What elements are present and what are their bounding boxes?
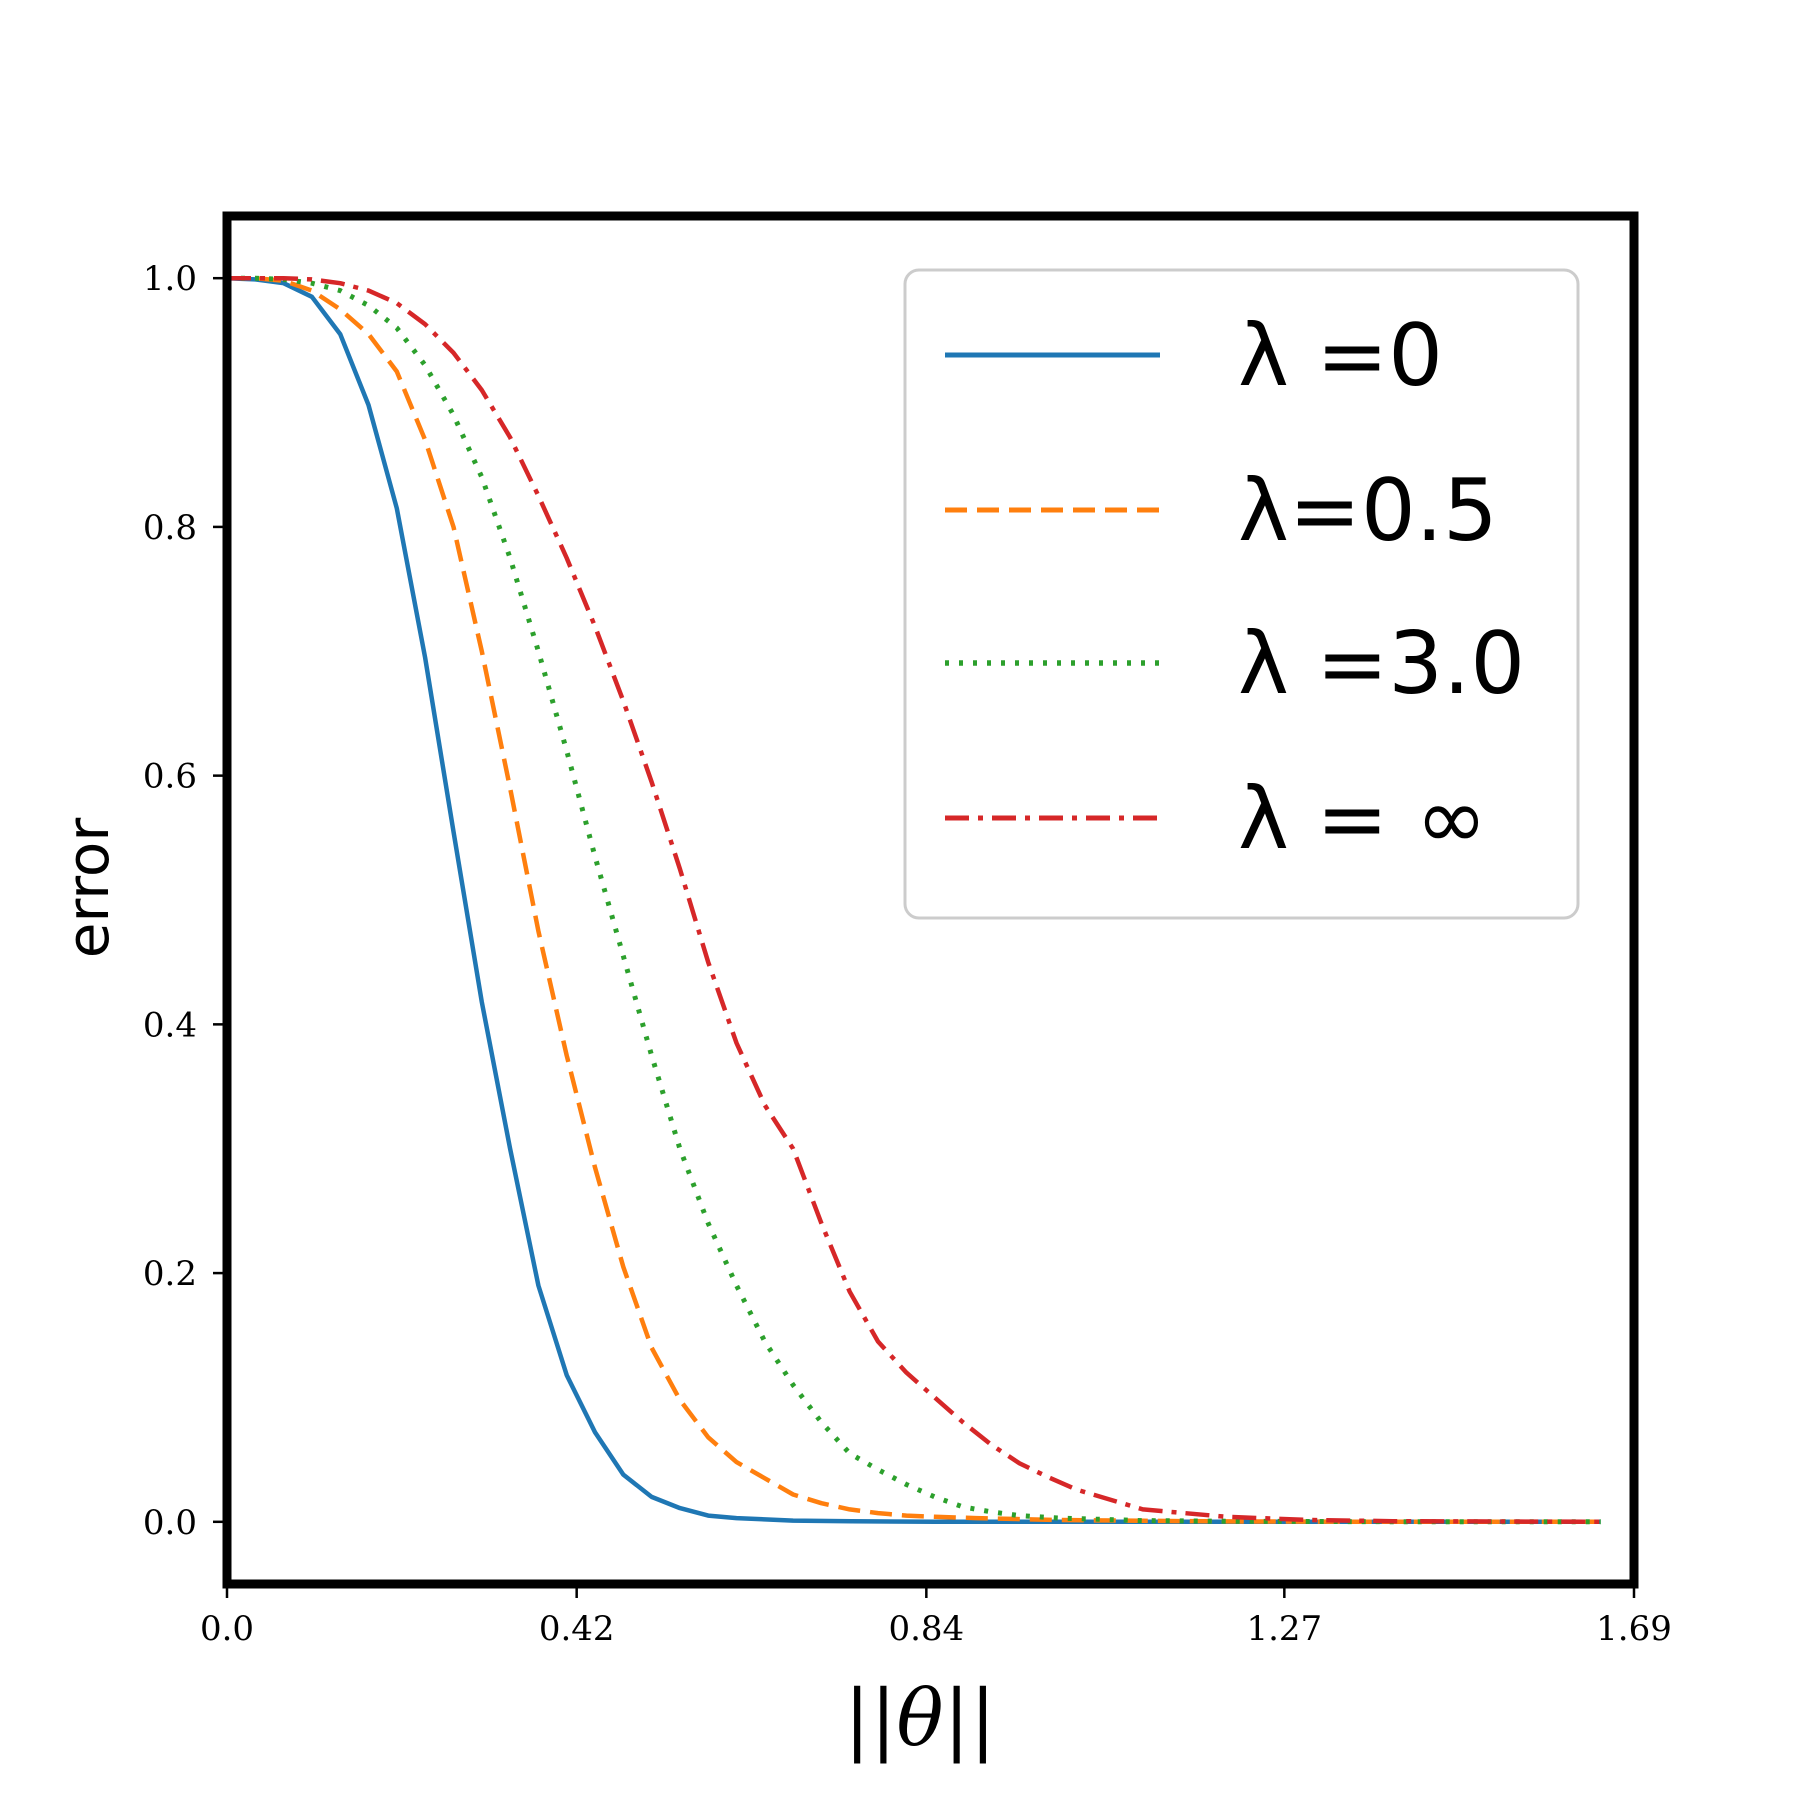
x-tick-label: 1.27 — [1246, 1609, 1322, 1649]
y-tick-label: 0.8 — [143, 508, 197, 548]
series-line-3 — [227, 275, 1601, 1525]
x-tick-label: 1.69 — [1596, 1609, 1672, 1649]
plot-frame — [222, 211, 1639, 1589]
legend-box — [903, 268, 1580, 920]
legend-label-2: λ =3.0 — [1238, 614, 1525, 714]
x-tick-label: 0.84 — [888, 1609, 964, 1649]
x-axis: 0.0 0.42 0.84 1.27 1.69 — [200, 1588, 1672, 1649]
y-tick-label: 0.0 — [143, 1503, 197, 1543]
legend-label-1: λ=0.5 — [1238, 461, 1498, 561]
legend-label-0: λ =0 — [1238, 306, 1443, 406]
x-tick-label: 0.0 — [200, 1609, 254, 1649]
y-axis-title: error — [54, 818, 122, 959]
y-tick-label: 0.2 — [143, 1254, 197, 1294]
y-tick-label: 0.6 — [143, 757, 197, 797]
series-line-2 — [227, 275, 1601, 1525]
y-tick-label: 1.0 — [143, 259, 197, 299]
y-axis: 0.0 0.2 0.4 0.6 0.8 1.0 — [143, 259, 223, 1543]
series-line-0 — [226, 275, 1601, 1525]
x-tick-label: 0.42 — [539, 1609, 615, 1649]
plot-lines — [226, 275, 1601, 1525]
legend-label-3: λ = ∞ — [1238, 769, 1487, 869]
x-axis-title: ||θ|| — [844, 1674, 996, 1764]
series-line-1 — [227, 275, 1601, 1525]
legend: λ =0 λ=0.5 λ =3.0 λ = ∞ — [903, 268, 1580, 920]
legend-entries: λ =0 λ=0.5 λ =3.0 λ = ∞ — [945, 306, 1525, 869]
y-tick-label: 0.4 — [143, 1005, 197, 1045]
